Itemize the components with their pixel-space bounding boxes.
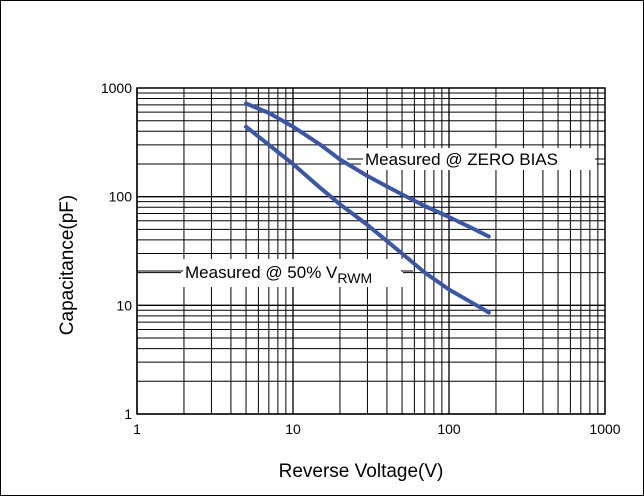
y-tick-label: 10 bbox=[116, 297, 132, 313]
annotation-zero-bias-bg bbox=[361, 148, 597, 170]
annotation-50pct-label: Measured @ 50% VRWM bbox=[185, 263, 372, 286]
annotation-50pct-bg bbox=[181, 259, 403, 287]
x-tick-label: 1000 bbox=[589, 421, 620, 437]
annotation-50pct-subscript: RWM bbox=[337, 270, 372, 286]
y-axis-title: Capacitance(pF) bbox=[57, 195, 78, 335]
series-lines bbox=[244, 101, 491, 315]
plot-border bbox=[136, 87, 606, 415]
annotation-zero-bias-label: Measured @ ZERO BIAS bbox=[365, 150, 558, 169]
annotation-zero-bias: Measured @ ZERO BIAS bbox=[347, 148, 605, 170]
x-tick-label: 1 bbox=[133, 421, 141, 437]
y-tick-label: 100 bbox=[109, 189, 133, 205]
tick-labels: 1 10 100 1000 1 10 100 1000 bbox=[101, 80, 621, 437]
series-line-50pct-vrwm bbox=[244, 124, 491, 315]
y-tick-label: 1000 bbox=[101, 80, 132, 96]
grid bbox=[136, 87, 606, 415]
y-tick-label: 1 bbox=[124, 406, 132, 422]
x-tick-label: 10 bbox=[285, 421, 301, 437]
annotation-50pct-main: Measured @ 50% V bbox=[185, 263, 338, 282]
x-tick-label: 100 bbox=[437, 421, 461, 437]
x-axis-title: Reverse Voltage(V) bbox=[279, 461, 444, 482]
series-line-zero-bias bbox=[244, 101, 491, 239]
annotation-50pct: Measured @ 50% VRWM bbox=[137, 259, 413, 287]
